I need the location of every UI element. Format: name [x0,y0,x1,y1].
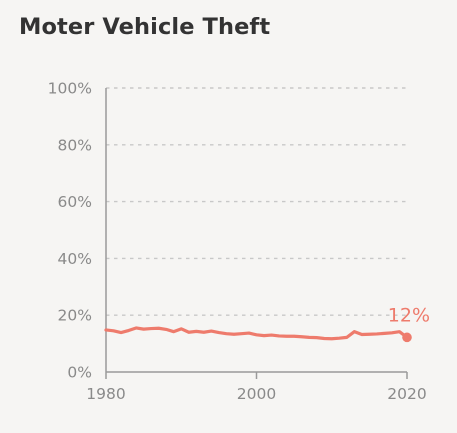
y-tick-label: 0% [67,364,92,382]
annotations: 12% [388,304,430,326]
y-tick-label: 100% [48,80,92,98]
chart-title: Moter Vehicle Theft [19,14,271,40]
x-tick-label: 2000 [237,385,276,403]
x-tick-label: 1980 [86,385,125,403]
x-tick-label: 2020 [387,385,426,403]
series-line [104,326,409,341]
series-end-point [402,332,412,343]
y-tick-label: 60% [58,193,92,211]
y-tick-label: 80% [58,136,92,154]
y-tick-label: 40% [58,250,92,268]
y-axis-ticks: 0% 20% 40% 60% 80% 100% [48,80,92,382]
gridlines [106,87,407,316]
end-value-label: 12% [388,304,430,326]
x-axis-ticks: 1980 2000 2020 [86,372,427,403]
y-tick-label: 20% [58,307,92,325]
data-series [104,326,412,343]
